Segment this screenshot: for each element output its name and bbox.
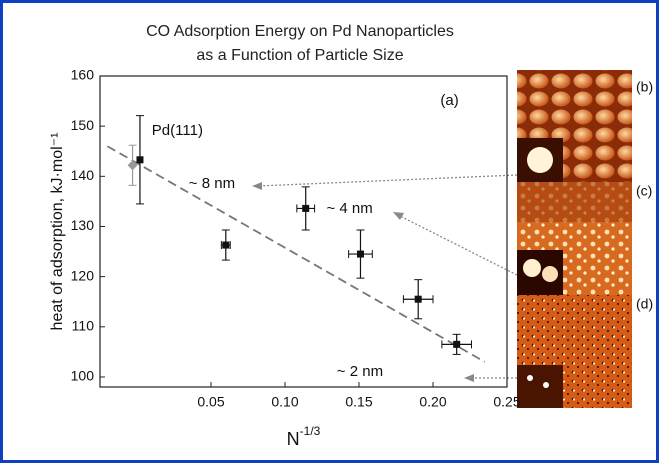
arrow-head: [464, 374, 474, 382]
x-label-base: N: [287, 429, 300, 449]
title-line: CO Adsorption Energy on Pd Nanoparticles: [146, 23, 454, 40]
inset: [517, 365, 563, 408]
x-label-sup: -1/3: [300, 424, 321, 438]
y-tick-label: 160: [71, 67, 95, 83]
x-tick-label: 0.20: [419, 394, 446, 410]
x-tick-label: 0.05: [197, 394, 224, 410]
annotation: ~ 8 nm: [189, 175, 235, 192]
annotation: ~ 4 nm: [326, 200, 372, 217]
inset-particle: [542, 266, 558, 282]
panel-label: (c): [636, 183, 652, 199]
arrow-head: [393, 212, 404, 220]
annotation: (a): [440, 92, 458, 109]
x-tick-label: 0.15: [345, 394, 372, 410]
stm-images: [517, 70, 632, 408]
x-tick-label: 0.25: [493, 394, 520, 410]
image-c-band: [517, 182, 632, 222]
point: [222, 242, 229, 249]
inset-particle: [543, 382, 549, 388]
arrow: [258, 175, 517, 186]
arrow: [398, 215, 517, 275]
point: [136, 156, 143, 163]
inset-particle: [527, 375, 533, 381]
point: [357, 251, 364, 258]
inset-particle: [527, 147, 553, 173]
annotation: ~ 2 nm: [337, 363, 383, 380]
x-tick-label: 0.10: [271, 394, 298, 410]
y-axis-label: heat of adsorption, kJ·mol⁻¹: [49, 133, 66, 331]
y-tick-label: 110: [72, 318, 95, 334]
y-tick-label: 130: [71, 217, 95, 233]
y-tick-label: 140: [71, 167, 95, 183]
figure: CO Adsorption Energy on Pd Nanoparticles…: [0, 0, 659, 463]
inset-particle: [523, 259, 541, 277]
y-tick-label: 100: [71, 368, 95, 384]
panel-label: (b): [636, 79, 653, 95]
y-tick-label: 150: [71, 117, 95, 133]
point: [453, 341, 460, 348]
y-tick-label: 120: [71, 267, 95, 283]
point: [302, 205, 309, 212]
panel-label: (d): [636, 296, 653, 312]
annotation: Pd(111): [152, 122, 203, 139]
arrow-head: [252, 182, 262, 190]
point: [415, 296, 422, 303]
x-axis-label: N-1/3: [287, 424, 321, 449]
title-line: as a Function of Particle Size: [196, 47, 403, 64]
